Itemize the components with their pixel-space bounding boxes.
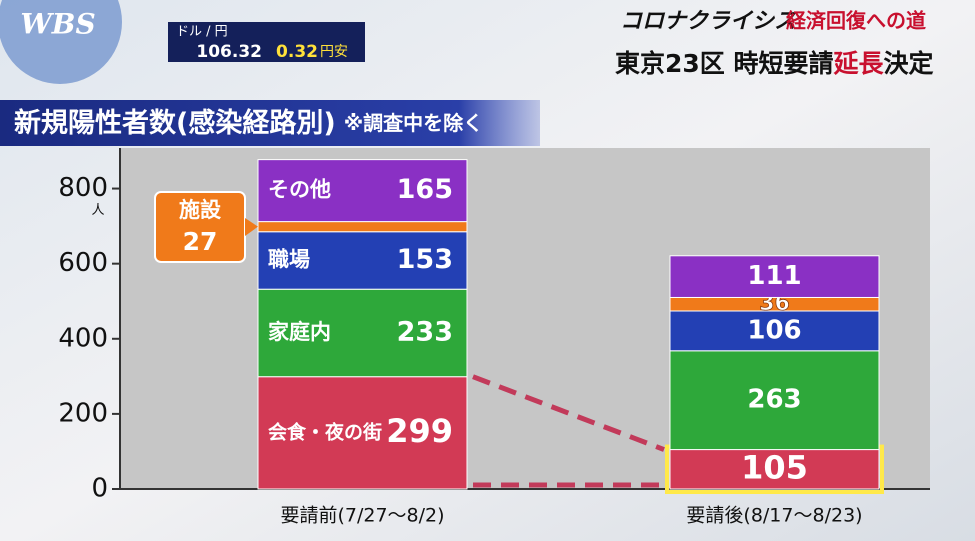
fx-change: 0.32: [276, 42, 318, 62]
chart-title: 新規陽性者数(感染経路別) ※調査中を除く: [14, 107, 483, 139]
connector: [472, 374, 665, 452]
x-tick-label: 要請後(8/17〜8/23): [686, 505, 862, 527]
fx-rate: 106.32: [196, 42, 262, 62]
title-bar: [0, 100, 540, 146]
headline-c: 決定: [884, 49, 934, 78]
y-tick-label: 800: [58, 173, 108, 203]
x-tick-label: 要請前(7/27〜8/2): [280, 505, 444, 527]
y-tick-label: 0: [91, 474, 108, 504]
callout-name: 施設: [179, 198, 222, 222]
y-tick-label: 600: [58, 248, 108, 278]
series-label: その他: [268, 178, 331, 202]
logo: WBS: [20, 8, 95, 41]
bar-segment: [669, 350, 880, 451]
headline-b: 延長: [833, 49, 885, 78]
data-label: 263: [747, 385, 801, 415]
y-tick-label: 200: [58, 398, 108, 428]
data-label: 106: [747, 315, 801, 345]
data-label: 111: [747, 261, 801, 291]
fx-direction: 円安: [320, 44, 348, 60]
data-label: 105: [741, 448, 808, 486]
series-title: コロナクライシス: [620, 9, 796, 34]
title: 新規陽性者数(感染経路別): [14, 107, 336, 139]
bar-segment: [257, 159, 468, 223]
data-label: 299: [386, 412, 453, 450]
data-label: 165: [397, 174, 453, 205]
data-label: 27: [183, 227, 218, 256]
series-label: 会食・夜の街: [268, 420, 382, 443]
y-unit: 人: [91, 203, 104, 218]
y-tick-label: 400: [58, 323, 108, 353]
data-label: 233: [397, 316, 453, 347]
fx-box: [168, 22, 365, 62]
series-subtitle: 経済回復への道: [786, 9, 926, 33]
series-label: 職場: [268, 247, 310, 271]
fx-label: ドル / 円: [176, 25, 228, 40]
bar-segment: [257, 231, 468, 290]
bar-segment: [257, 221, 468, 233]
series-label: 家庭内: [268, 320, 331, 344]
data-label: 153: [397, 244, 453, 275]
logo-badge: [0, 0, 122, 84]
bar-segment: [669, 310, 880, 352]
callout-pointer: [245, 218, 258, 236]
headline: 東京23区 時短要請延長決定: [615, 49, 934, 78]
headline-a: 東京23区 時短要請: [615, 49, 834, 78]
subtitle: ※調査中を除く: [344, 111, 483, 135]
bar-segment: [669, 255, 880, 298]
